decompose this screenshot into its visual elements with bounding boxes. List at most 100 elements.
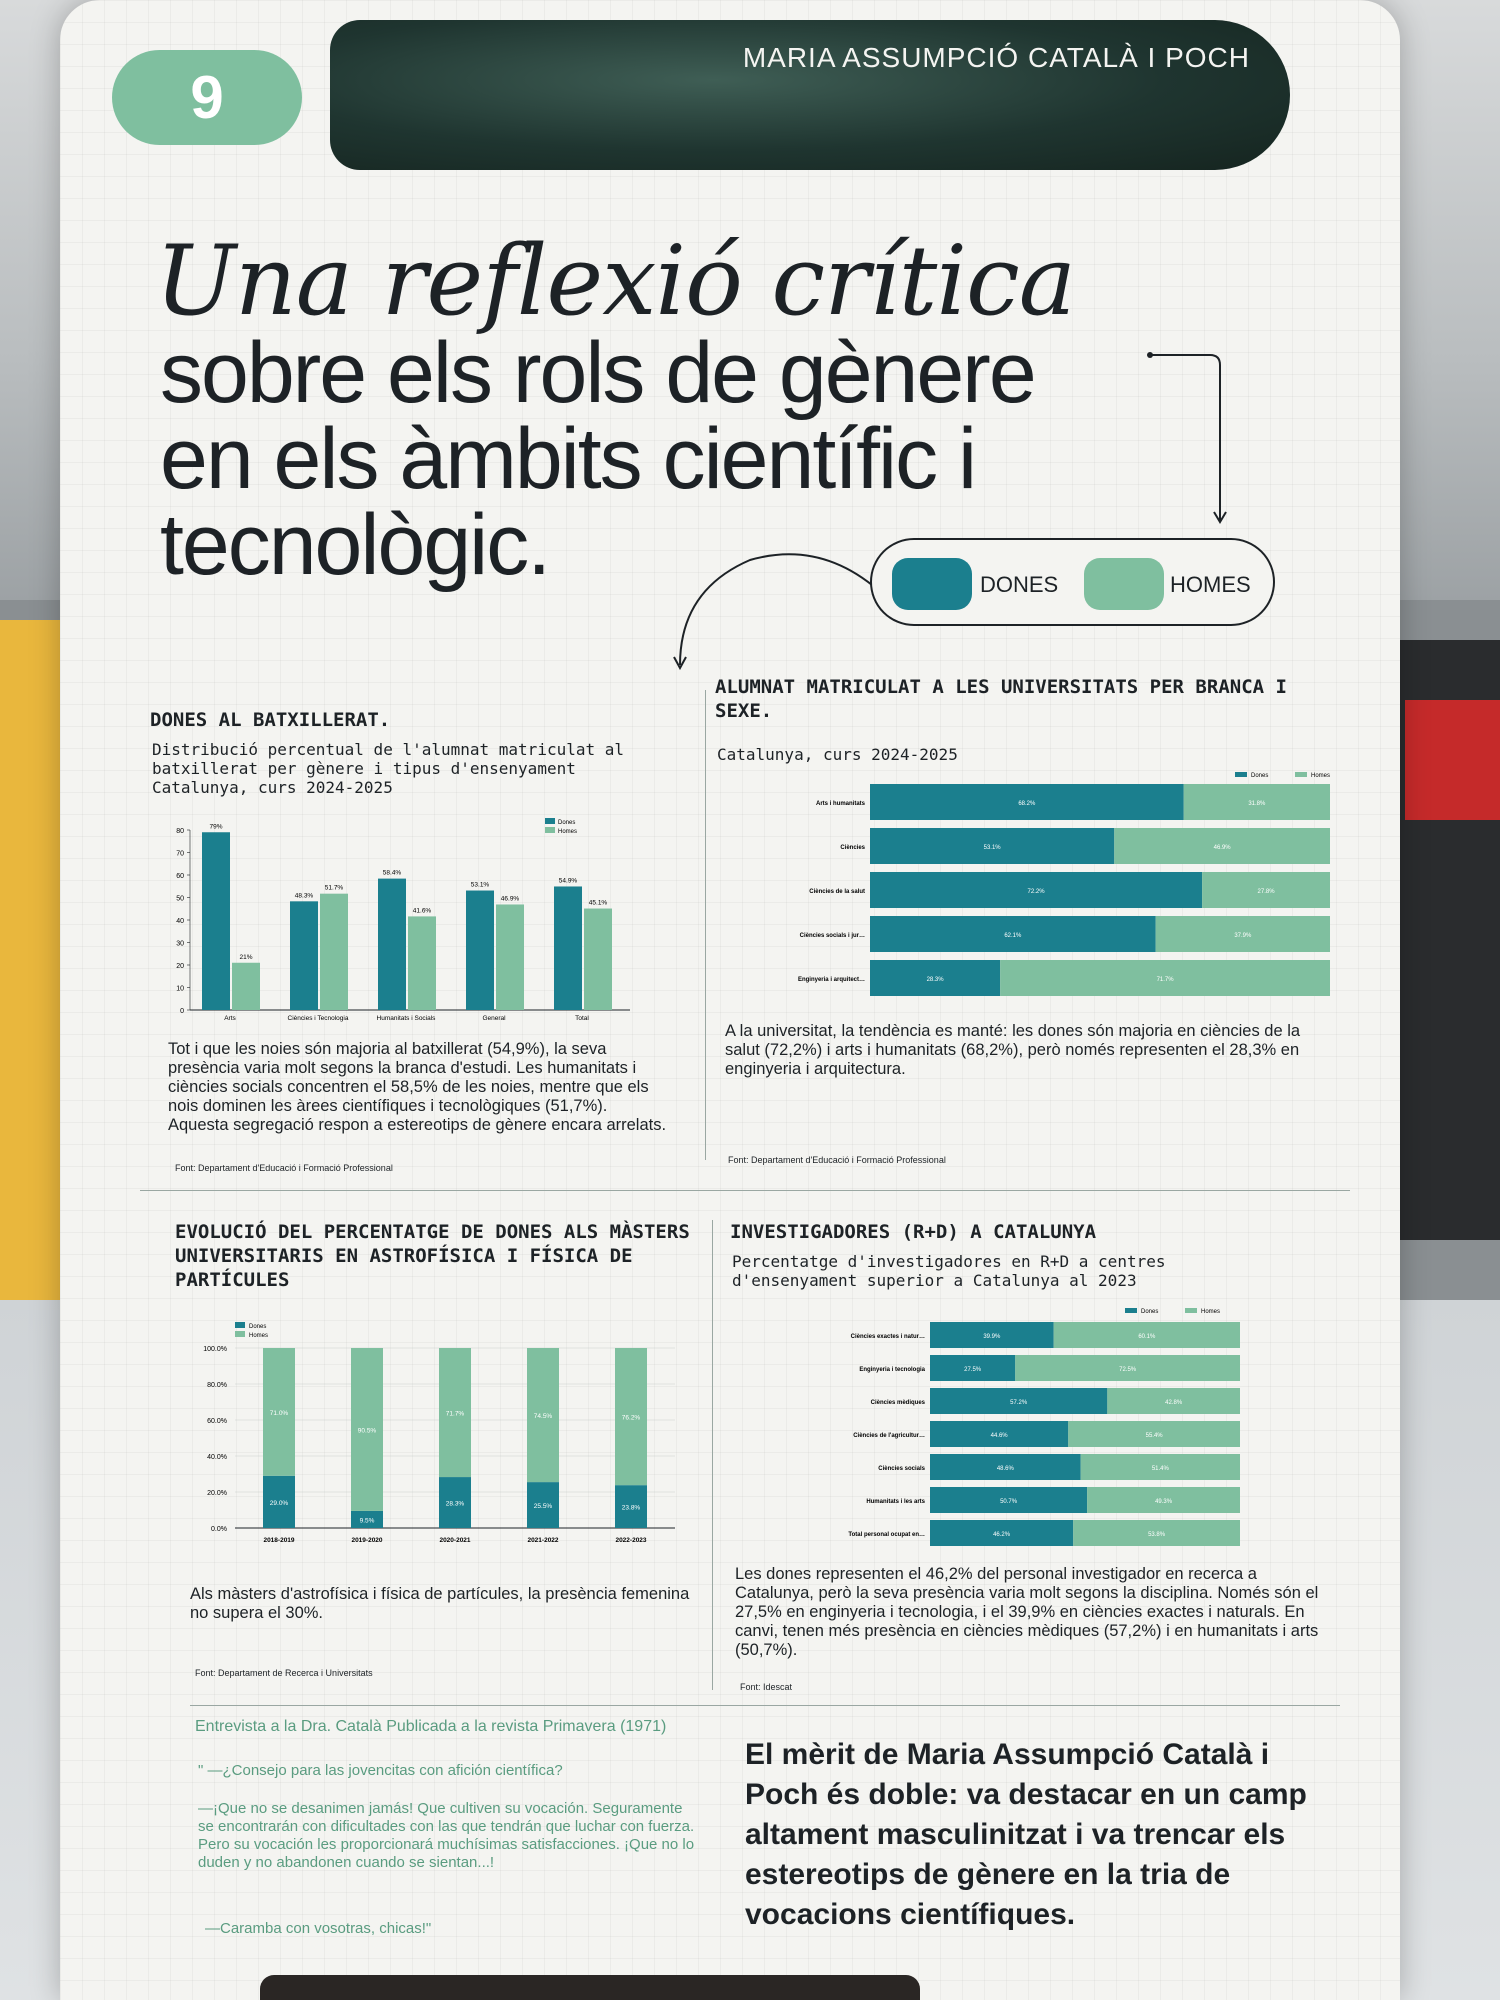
astro-source: Font: Departament de Recerca i Universit… [195, 1668, 373, 1678]
divider-vertical-2 [712, 1220, 713, 1690]
bar-segment [930, 1388, 1108, 1414]
y-tick-label: 40 [176, 918, 184, 925]
bar-label: 62.1% [1004, 933, 1022, 939]
bar [202, 832, 230, 1010]
batx-source: Font: Departament d'Educació i Formació … [175, 1163, 393, 1173]
x-tick-label: 2020-2021 [439, 1537, 470, 1544]
bar-label: 57.2% [1010, 1400, 1028, 1406]
univ-source: Font: Departament d'Educació i Formació … [728, 1155, 946, 1165]
astro-title: EVOLUCIÓ DEL PERCENTATGE DE DONES ALS MÀ… [175, 1221, 690, 1291]
legend-swatch-homes [1084, 558, 1164, 610]
bar-label: 72.5% [1119, 1367, 1137, 1373]
bar-segment [1000, 960, 1330, 996]
bar-segment [930, 1355, 1016, 1381]
bar-label: 39.9% [983, 1334, 1001, 1340]
bar-segment [351, 1348, 383, 1511]
y-tick-label: 70 [176, 851, 184, 858]
bar-label: 27.5% [964, 1367, 982, 1373]
bar [320, 893, 348, 1010]
bar-label: 21% [239, 954, 252, 961]
bar-segment [930, 1487, 1088, 1513]
bar-label: 27.8% [1258, 889, 1276, 895]
legend-label: Homes [558, 829, 577, 835]
bar-label: 53.8% [1148, 1532, 1166, 1538]
y-tick-label: 40.0% [207, 1454, 227, 1461]
bar-segment [1015, 1355, 1240, 1381]
bar-label: 23.8% [622, 1505, 641, 1512]
x-tick-label: Arts [224, 1015, 236, 1022]
category-label: Ciències exactes i natur… [851, 1334, 925, 1340]
title-line: tecnològic. [160, 497, 551, 593]
poster: 9 MARIA ASSUMPCIÓ CATALÀ I POCH Una refl… [60, 0, 1400, 2000]
univ-title: ALUMNAT MATRICULAT A LES UNIVERSITATS PE… [715, 676, 1287, 722]
category-label: Ciències [840, 845, 865, 851]
bar-label: 51.7% [325, 885, 344, 892]
bar [378, 878, 406, 1010]
legend-label: Dones [1141, 1309, 1158, 1315]
bar [554, 886, 582, 1010]
title-line: sobre els rols de gènere [160, 325, 1037, 421]
y-tick-label: 10 [176, 986, 184, 993]
bar-label: 49.3% [1155, 1499, 1173, 1505]
legend-swatch [235, 1322, 245, 1328]
y-tick-label: 20.0% [207, 1490, 227, 1497]
y-tick-label: 60.0% [207, 1418, 227, 1425]
bar-segment [1053, 1322, 1240, 1348]
bar-label: 71.0% [270, 1410, 289, 1417]
y-tick-label: 80 [176, 828, 184, 835]
bar [584, 908, 612, 1010]
bar-label: 48.6% [997, 1466, 1015, 1472]
bar-segment [351, 1510, 383, 1528]
bar-segment [1073, 1520, 1240, 1546]
bar-label: 44.6% [991, 1433, 1009, 1439]
bar-segment [870, 784, 1184, 820]
bar-label: 31.8% [1248, 801, 1266, 807]
legend-label: Homes [249, 1333, 268, 1339]
title-line: en els àmbits científic i [160, 411, 977, 507]
y-tick-label: 100.0% [203, 1346, 227, 1353]
category-label: Arts i humanitats [816, 801, 866, 807]
category-label: Total personal ocupat en… [848, 1532, 925, 1538]
batx-subtitle: Distribució percentual de l'alumnat matr… [152, 740, 625, 797]
category-label: Enginyeria i tecnologia [859, 1367, 925, 1373]
bar-label: 71.7% [1157, 977, 1175, 983]
recerca-subtitle: Percentatge d'investigadores en R+D a ce… [732, 1252, 1166, 1290]
y-tick-label: 50 [176, 896, 184, 903]
bar-segment [1114, 828, 1330, 864]
legend-label: Dones [249, 1324, 266, 1330]
legend-label: Dones [558, 820, 575, 826]
bar-label: 68.2% [1018, 801, 1036, 807]
bar-segment [527, 1348, 559, 1483]
bar-label: 71.7% [446, 1411, 465, 1418]
bar-segment [1080, 1454, 1240, 1480]
divider-horizontal-2 [190, 1705, 1340, 1706]
bar-segment [1087, 1487, 1240, 1513]
legend-label-homes: HOMES [1170, 572, 1251, 597]
category-label: Humanitats i les arts [866, 1499, 925, 1505]
bar-segment [439, 1477, 471, 1528]
x-tick-label: 2022-2023 [615, 1537, 646, 1544]
bottom-bar [260, 1975, 920, 2000]
bar-segment [1183, 784, 1330, 820]
bar-label: 28.3% [446, 1501, 465, 1508]
legend-label-dones: DONES [980, 572, 1059, 597]
y-tick-label: 60 [176, 873, 184, 880]
legend-label: Homes [1311, 773, 1330, 779]
x-tick-label: 2018-2019 [263, 1537, 294, 1544]
x-tick-label: 2019-2020 [351, 1537, 382, 1544]
category-label: Ciències de l'agricultur… [853, 1433, 925, 1439]
bar-segment [930, 1322, 1054, 1348]
name-band: MARIA ASSUMPCIÓ CATALÀ I POCH [330, 20, 1290, 170]
legend-swatch [545, 818, 555, 824]
bar-label: 60.1% [1138, 1334, 1156, 1340]
x-tick-label: Ciències i Tecnologia [288, 1015, 349, 1022]
bar-label: 48.3% [295, 892, 314, 899]
bar [290, 901, 318, 1010]
legend: DONES HOMES [870, 538, 1275, 626]
bar-segment [615, 1485, 647, 1528]
merit-statement: El mèrit de Maria Assumpció Català i Poc… [745, 1738, 1307, 1931]
bar-label: 55.4% [1146, 1433, 1164, 1439]
legend-swatch [545, 827, 555, 833]
bar-segment [870, 960, 1001, 996]
bar-label: 53.1% [984, 845, 1002, 851]
